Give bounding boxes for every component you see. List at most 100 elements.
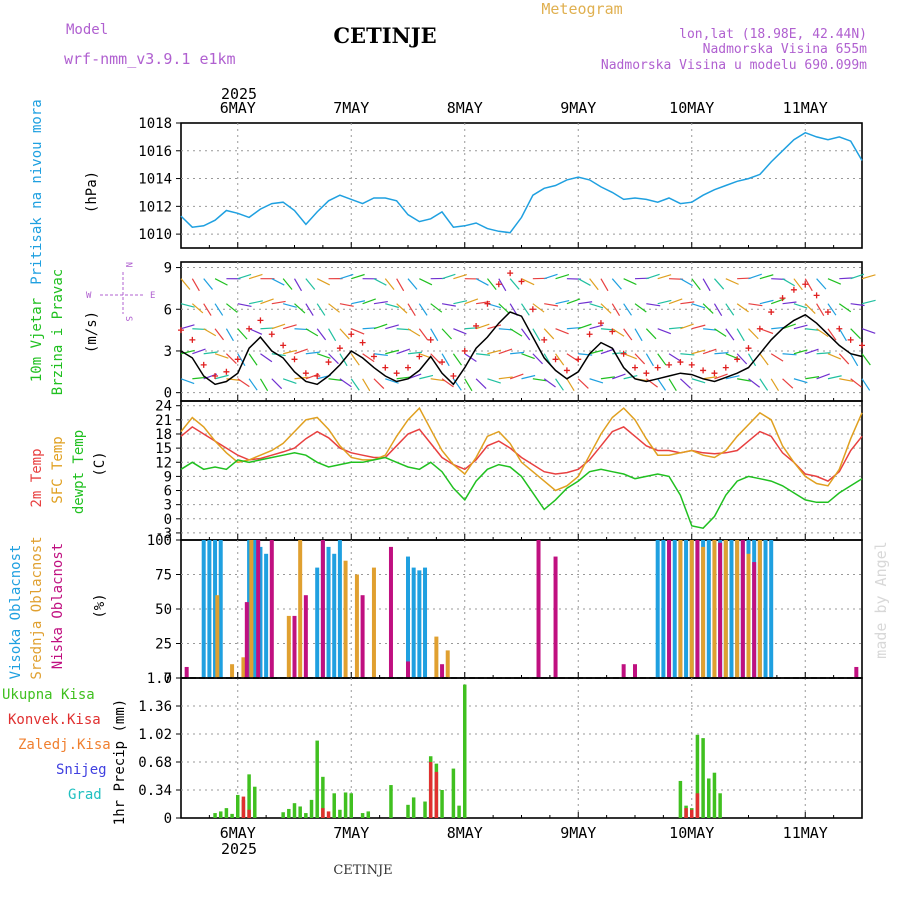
wind-barb [759,299,774,305]
wind-barb [838,353,850,365]
wind-barb [782,301,797,305]
bar [201,540,206,678]
gust-marker [847,336,854,343]
gust-marker [473,322,480,329]
wind-panel: 0 3 6 9 [164,261,876,402]
wind-barb [680,278,693,287]
year-label-bottom: 2025 [221,840,257,858]
wind-barb [748,378,761,388]
wind-barb [827,375,842,380]
wind-barb [328,353,339,365]
station-title: CETINJE [333,23,436,48]
gust-marker [745,345,752,352]
wind-barb [294,303,306,314]
wind-barb [248,273,263,280]
wind-barb [805,328,820,331]
y-tick-label: 24 [155,399,172,415]
wind-barb [487,324,502,330]
gust-marker [734,356,741,363]
wind-barb [850,353,859,367]
compass-east: E [150,291,155,301]
wind-barb [180,278,191,290]
bar [684,540,689,678]
pressure-ylabel: Pritisak na nivou mora [29,99,45,284]
bar [207,540,212,678]
temp-unit-label: (C) [92,451,108,476]
gust-marker [790,286,797,293]
wind-barb [237,353,246,367]
wind-barb [509,278,520,290]
wind-barb [362,378,371,392]
wind-barb [657,328,672,335]
bar [224,808,229,818]
wind-barb [646,273,660,280]
wind-barb [555,299,570,305]
y-tick-label: 3 [164,498,172,514]
legend-conv-rain: Konvek.Kisa [8,712,101,728]
y-tick-label: 100 [147,533,172,549]
gust-marker [586,331,593,338]
bar [218,811,223,818]
bar [360,595,365,678]
wind-barb [328,328,337,342]
bar [247,809,251,818]
bar [298,806,302,818]
wind-barb [714,328,727,337]
wind-barb [566,298,581,305]
wind-barb [203,278,213,290]
bar [292,803,297,818]
wind-barb [396,376,411,380]
bar [338,809,342,818]
wind-barb [555,328,569,335]
wind-barb [441,328,452,340]
wind-barb [317,353,331,359]
wind-barb [816,352,831,355]
bar [423,801,427,818]
bar [326,546,331,678]
wind-barb [339,328,350,340]
gust-marker [507,270,514,277]
y-tick-label: 0 [164,512,172,528]
wind-barb [623,328,633,341]
bar [752,562,757,678]
bar [287,808,291,818]
gust-marker [688,361,695,368]
wind-barb [566,326,581,330]
y-tick-label: 1018 [138,116,172,132]
y-tick-label: 9 [164,469,172,485]
wind-barb [725,303,735,316]
wind-barb [838,328,847,342]
wind-barb [418,328,429,341]
wind-barb [452,378,462,391]
bar [757,540,762,678]
wind-ylabel-1: 10m Vjetar [29,298,45,382]
bar [423,567,428,678]
gust-marker [779,295,786,302]
gust-marker [495,281,502,288]
y-tick-label: -3 [155,526,172,542]
y-tick-label: 1.7 [147,671,172,687]
wind-barb [487,303,502,309]
bar [411,797,416,818]
bar [389,785,393,818]
wind-barb [793,378,808,384]
wind-barb [385,349,400,355]
wind-barb [839,378,854,382]
gust-marker [756,325,763,332]
wind-barb [441,303,456,307]
wind-barb [645,328,657,340]
wind-barb [725,328,735,341]
bar [349,793,353,818]
y-tick-label: 15 [155,441,172,457]
wind-barb [691,324,706,330]
y-tick-label: 9 [164,261,172,277]
date-axis-bottom: 6MAY 7MAY 8MAY 9MAY 10MAY 11MAY [220,824,828,842]
wind-barb [725,375,740,380]
gust-marker [257,317,264,324]
bar [440,790,444,818]
wind-barb [509,328,523,337]
gust-marker [836,325,843,332]
y-tick-label: 50 [155,602,172,618]
wind-barb [475,278,489,286]
